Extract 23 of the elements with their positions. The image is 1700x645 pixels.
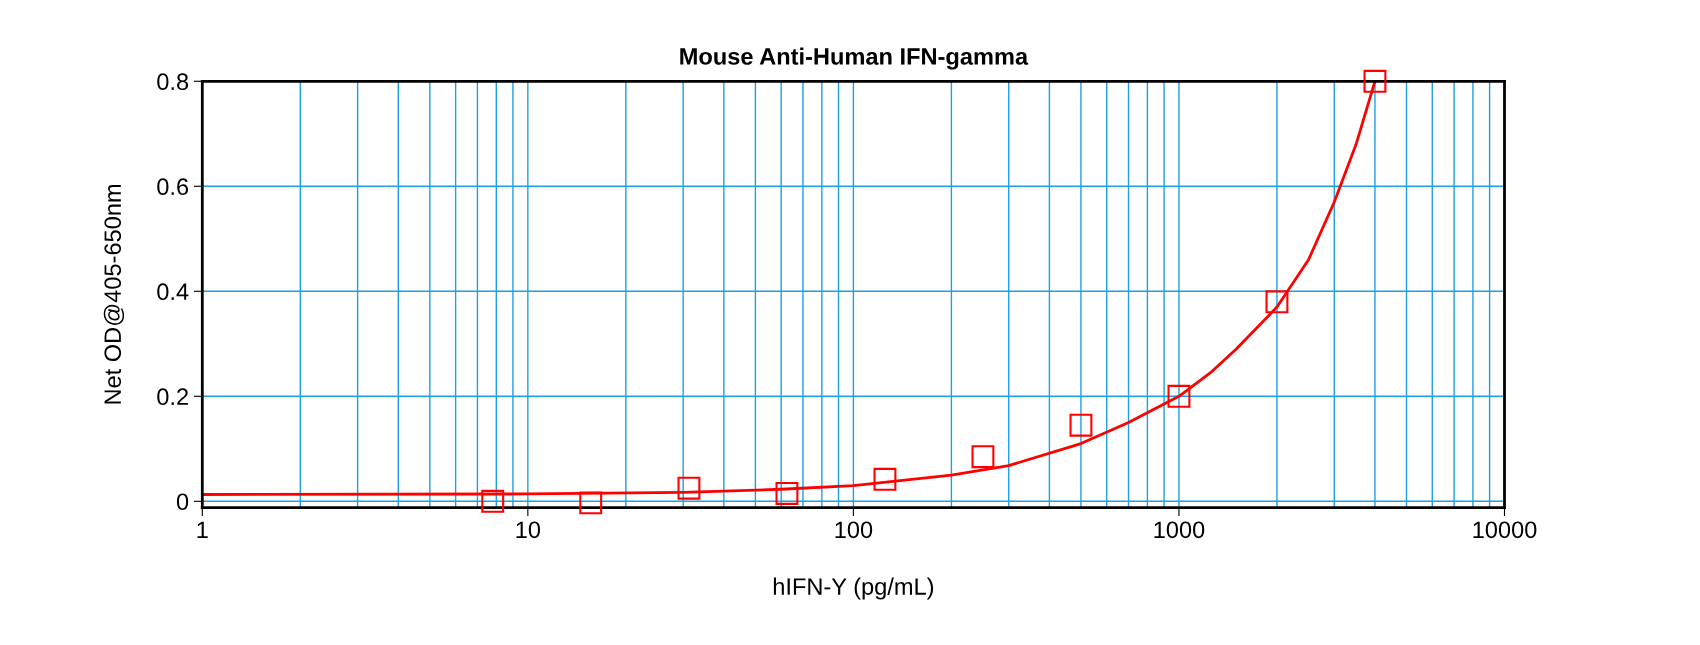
point [579,491,603,515]
point [677,476,701,500]
chart-title: Mouse Anti-Human IFN-gamma [680,47,1029,70]
x-tick-label: 100 [835,521,873,539]
point [1363,69,1387,93]
point [1167,384,1191,408]
x-tick-label: 1000 [1154,521,1205,539]
x-axis-title: hIFN-Y (pg/mL) [773,577,934,600]
point [1069,413,1093,437]
x-tick-label: 1 [197,521,208,538]
point [971,445,995,469]
y-axis-title: Net OD@405-650nm [103,184,125,404]
x-tick-label: 10 [516,521,541,539]
x-tick-label: 10000 [1473,521,1537,539]
point [873,467,897,491]
point [775,481,799,505]
y-tick-label: 0.6 [157,178,189,196]
y-tick-label: 0.2 [157,388,188,406]
point [1265,290,1289,314]
y-tick-label: 0.4 [157,283,189,301]
point [481,489,505,513]
y-tick-label: 0.8 [157,73,189,91]
y-tick-label: 0 [176,493,189,511]
